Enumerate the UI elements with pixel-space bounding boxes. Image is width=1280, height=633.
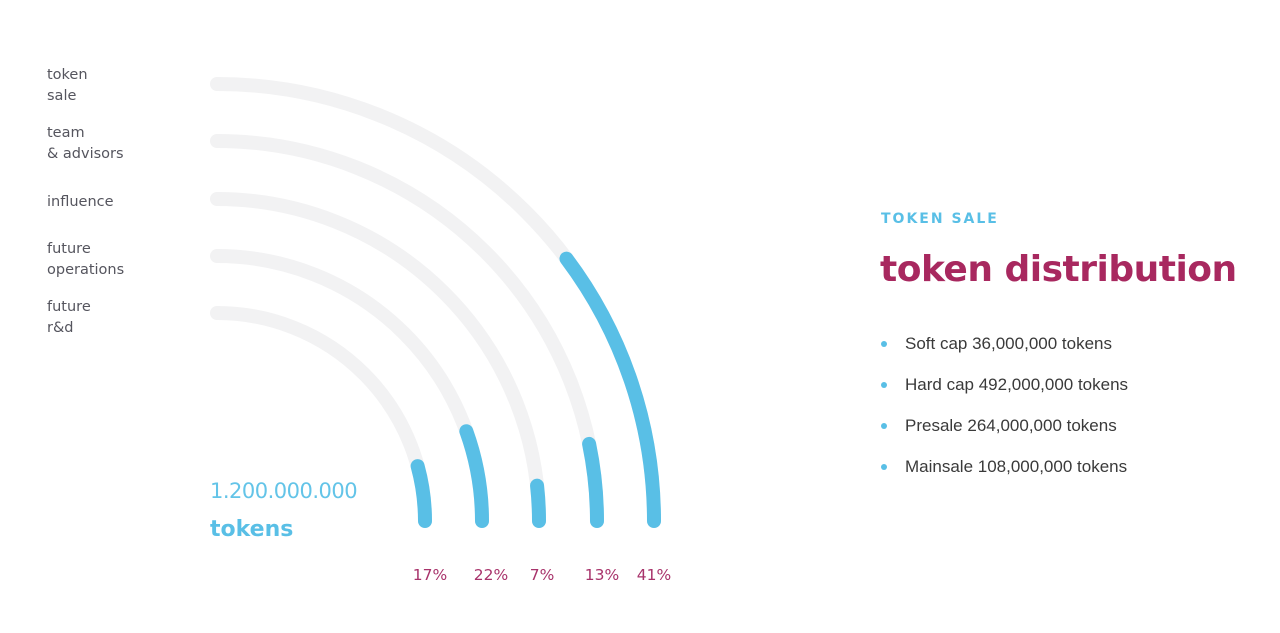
category-label-token-sale: token sale: [47, 67, 88, 104]
percent-label-influence: 7%: [529, 566, 555, 584]
fact-item-hard-cap: Hard cap 492,000,000 tokens: [880, 374, 1128, 415]
bullet-dot-icon: [881, 464, 887, 470]
percent-label-team-advisors: 13%: [584, 566, 620, 584]
value-arc-influence: [530, 478, 547, 528]
fact-item-presale: Presale 264,000,000 tokens: [880, 415, 1128, 456]
section-eyebrow: TOKEN SALE: [881, 211, 999, 227]
fact-item-mainsale: Mainsale 108,000,000 tokens: [880, 456, 1128, 497]
token-facts-list: Soft cap 36,000,000 tokens Hard cap 492,…: [880, 333, 1128, 497]
value-arc-team-advisors: [582, 436, 604, 528]
fact-text: Hard cap 492,000,000 tokens: [905, 375, 1129, 394]
category-label-influence: influence: [47, 194, 114, 210]
category-label-team-advisors: team & advisors: [47, 125, 124, 162]
fact-text: Presale 264,000,000 tokens: [905, 416, 1117, 435]
fact-item-soft-cap: Soft cap 36,000,000 tokens: [880, 333, 1128, 374]
percent-label-team-future-operations: 22%: [473, 566, 509, 584]
percent-label-token-sale: 41%: [636, 566, 672, 584]
category-label-future-operations: future operations: [47, 241, 125, 278]
bullet-dot-icon: [881, 341, 887, 347]
bullet-dot-icon: [881, 382, 887, 388]
track-arc-influence: [210, 192, 546, 528]
bullet-dot-icon: [881, 423, 887, 429]
fact-text: Mainsale 108,000,000 tokens: [905, 457, 1128, 476]
track-arc-team-advisors: [210, 134, 604, 528]
value-arc-token-sale: [559, 251, 661, 528]
total-tokens-value: 1.200.000.000: [210, 479, 358, 503]
fact-text: Soft cap 36,000,000 tokens: [905, 334, 1112, 353]
value-arc-future-operations: [459, 424, 489, 528]
section-heading: token distribution: [880, 249, 1237, 290]
total-tokens-unit: tokens: [210, 517, 294, 542]
percent-label-future-rd: 17%: [412, 566, 448, 584]
category-label-future-rd: future r&d: [47, 299, 91, 336]
value-arc-future-rd: [410, 459, 432, 528]
